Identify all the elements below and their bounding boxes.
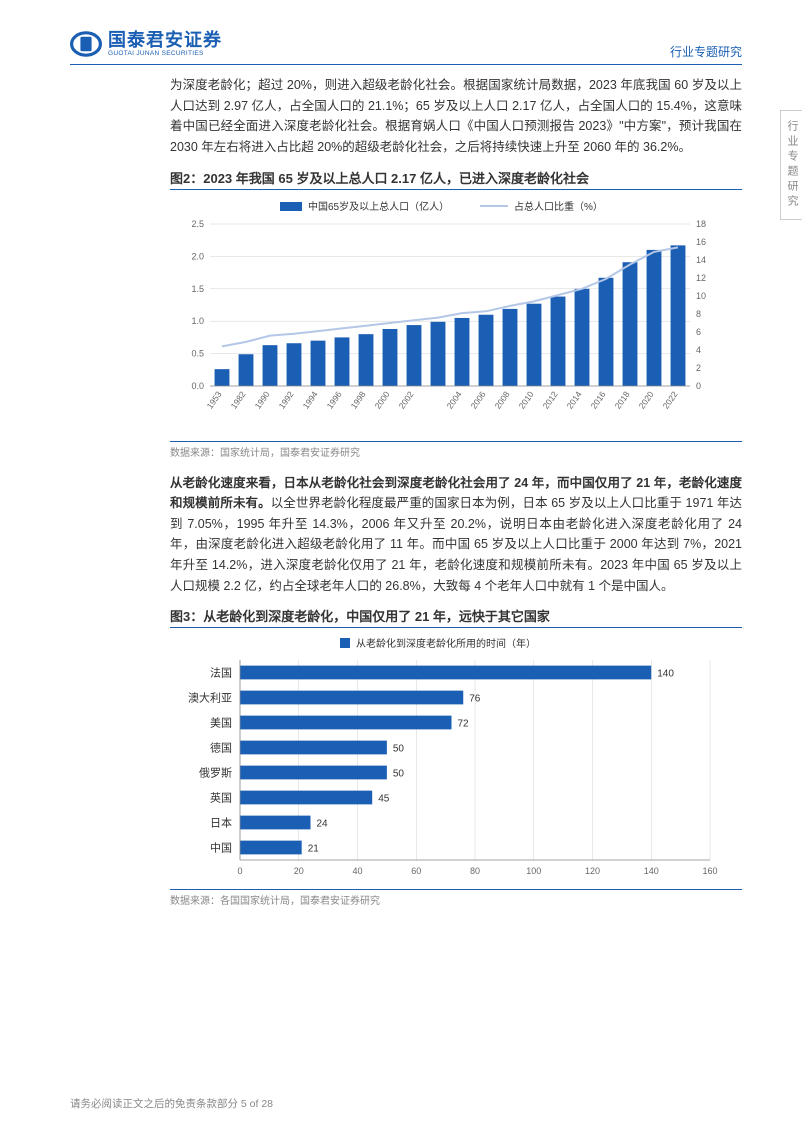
svg-text:德国: 德国 xyxy=(210,741,232,755)
svg-text:占总人口比重（%）: 占总人口比重（%） xyxy=(514,200,603,213)
svg-text:0: 0 xyxy=(237,866,242,876)
svg-text:法国: 法国 xyxy=(210,666,232,680)
svg-text:140: 140 xyxy=(657,669,674,680)
svg-text:1990: 1990 xyxy=(253,389,272,410)
svg-text:50: 50 xyxy=(393,744,405,755)
svg-text:美国: 美国 xyxy=(210,717,232,730)
svg-text:0.5: 0.5 xyxy=(191,348,204,358)
svg-text:50: 50 xyxy=(393,769,405,780)
svg-text:120: 120 xyxy=(585,866,600,876)
svg-text:1994: 1994 xyxy=(301,389,320,410)
svg-text:2000: 2000 xyxy=(373,389,392,410)
logo-text-cn: 国泰君安证券 xyxy=(108,31,222,51)
para2-rest: 以全世界老龄化程度最严重的国家日本为例，日本 65 岁及以上人口比重于 1971… xyxy=(170,496,742,593)
paragraph-2: 从老龄化速度来看，日本从老龄化社会到深度老龄化社会用了 24 年，而中国仅用了 … xyxy=(170,473,742,597)
svg-text:10: 10 xyxy=(696,291,706,301)
svg-text:21: 21 xyxy=(308,844,320,855)
svg-text:从老龄化到深度老龄化所用的时间（年）: 从老龄化到深度老龄化所用的时间（年） xyxy=(356,637,536,650)
svg-text:60: 60 xyxy=(411,866,421,876)
fig2-source: 数据来源：国家统计局，国泰君安证券研究 xyxy=(170,441,742,459)
svg-text:14: 14 xyxy=(696,255,706,265)
svg-text:72: 72 xyxy=(458,719,470,730)
svg-text:2012: 2012 xyxy=(541,389,560,410)
page-header: 国泰君安证券 GUOTAI JUNAN SECURITIES 行业专题研究 xyxy=(70,28,742,65)
svg-text:76: 76 xyxy=(469,694,481,705)
svg-text:160: 160 xyxy=(702,866,717,876)
svg-text:2020: 2020 xyxy=(637,389,656,410)
svg-text:2: 2 xyxy=(696,363,701,373)
svg-text:1998: 1998 xyxy=(349,389,368,410)
svg-text:1.5: 1.5 xyxy=(191,283,204,293)
svg-text:20: 20 xyxy=(294,866,304,876)
logo-block: 国泰君安证券 GUOTAI JUNAN SECURITIES xyxy=(70,28,222,60)
svg-text:2010: 2010 xyxy=(517,389,536,410)
svg-text:40: 40 xyxy=(352,866,362,876)
svg-text:2.0: 2.0 xyxy=(191,251,204,261)
svg-text:45: 45 xyxy=(378,794,390,805)
svg-text:18: 18 xyxy=(696,219,706,229)
svg-text:6: 6 xyxy=(696,327,701,337)
svg-text:2016: 2016 xyxy=(589,389,608,410)
svg-text:1.0: 1.0 xyxy=(191,316,204,326)
svg-text:0: 0 xyxy=(696,381,701,391)
svg-text:2018: 2018 xyxy=(613,389,632,410)
svg-text:2008: 2008 xyxy=(493,389,512,410)
svg-text:中国65岁及以上总人口（亿人）: 中国65岁及以上总人口（亿人） xyxy=(308,200,449,213)
fig2-chart: 中国65岁及以上总人口（亿人） 占总人口比重（%） 0.0 0.5 1.0 1.5 2.0 2… xyxy=(170,196,742,439)
svg-text:1982: 1982 xyxy=(229,389,248,410)
svg-text:8: 8 xyxy=(696,309,701,319)
svg-text:100: 100 xyxy=(526,866,541,876)
fig3-title: 图3：从老龄化到深度老龄化，中国仅用了 21 年，远快于其它国家 xyxy=(170,606,742,625)
svg-text:澳大利亚: 澳大利亚 xyxy=(188,691,232,705)
svg-text:2006: 2006 xyxy=(469,389,488,410)
svg-text:1953: 1953 xyxy=(205,389,224,410)
fig3-source: 数据来源：各国国家统计局，国泰君安证券研究 xyxy=(170,889,742,907)
svg-text:2014: 2014 xyxy=(565,389,584,410)
svg-text:2.5: 2.5 xyxy=(191,219,204,229)
svg-text:12: 12 xyxy=(696,273,706,283)
fig3-chart: 从老龄化到深度老龄化所用的时间（年） 0 20 40 60 80 100 120 140 160 法… xyxy=(170,634,742,887)
svg-text:16: 16 xyxy=(696,237,706,247)
svg-text:2004: 2004 xyxy=(445,389,464,410)
svg-text:2022: 2022 xyxy=(661,389,680,410)
header-category: 行业专题研究 xyxy=(670,43,742,60)
paragraph-1: 为深度老龄化；超过 20%，则进入超级老龄化社会。根据国家统计局数据，2023 … xyxy=(170,75,742,158)
svg-text:80: 80 xyxy=(470,866,480,876)
svg-text:2002: 2002 xyxy=(397,389,416,410)
svg-text:1992: 1992 xyxy=(277,389,296,410)
fig2-title: 图2：2023 年我国 65 岁及以上总人口 2.17 亿人，已进入深度老龄化社… xyxy=(170,168,742,187)
logo-icon xyxy=(70,28,102,60)
svg-text:1996: 1996 xyxy=(325,389,344,410)
svg-text:24: 24 xyxy=(317,819,329,830)
side-tab: 行业专题研究 xyxy=(780,110,802,220)
svg-text:140: 140 xyxy=(644,866,659,876)
page-footer: 请务必阅读正文之后的免责条款部分 5 of 28 xyxy=(70,1096,273,1111)
svg-text:中国: 中国 xyxy=(210,842,232,855)
svg-text:0.0: 0.0 xyxy=(191,381,204,391)
svg-text:4: 4 xyxy=(696,345,701,355)
svg-text:日本: 日本 xyxy=(210,816,232,830)
svg-text:俄罗斯: 俄罗斯 xyxy=(199,767,232,780)
svg-text:英国: 英国 xyxy=(210,791,232,805)
logo-text-en: GUOTAI JUNAN SECURITIES xyxy=(108,50,222,57)
